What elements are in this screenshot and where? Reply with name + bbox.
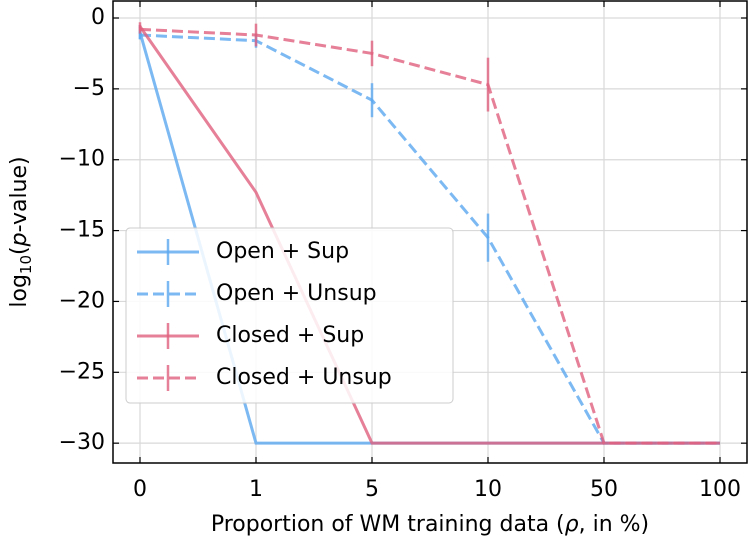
legend-label: Open + Sup <box>216 239 349 264</box>
x-label-part: , in %) <box>579 512 650 537</box>
y-tick-label: −5 <box>73 76 105 101</box>
y-label-part: ( <box>7 246 32 255</box>
y-tick-label: −20 <box>59 288 105 313</box>
y-label-part: -value) <box>7 156 32 232</box>
x-tick-label: 1 <box>249 477 263 502</box>
legend-label: Open + Unsup <box>216 281 377 306</box>
x-tick-label: 100 <box>699 477 741 502</box>
y-label-part: p <box>7 232 32 247</box>
y-axis-label: log10(p-value) <box>7 156 35 307</box>
x-tick-label: 50 <box>590 477 618 502</box>
legend-box <box>125 227 454 404</box>
series-line <box>139 27 720 445</box>
series-line <box>138 25 720 445</box>
y-label-part: 10 <box>17 255 35 274</box>
x-tick-label: 5 <box>365 477 379 502</box>
x-axis-label: Proportion of WM training data (ρ, in %) <box>211 512 649 537</box>
plot-frame <box>112 0 748 464</box>
y-tick-label: 0 <box>91 5 105 30</box>
x-tick-label: 0 <box>133 477 147 502</box>
y-tick-label: −30 <box>59 430 105 455</box>
y-tick-label: −15 <box>59 218 105 243</box>
legend-label: Closed + Unsup <box>216 365 392 390</box>
x-tick-label: 10 <box>474 477 502 502</box>
legend-label: Closed + Sup <box>216 323 364 348</box>
y-label-part: log <box>7 274 32 308</box>
y-tick-label: −25 <box>59 359 105 384</box>
x-label-part: Proportion of WM training data ( <box>211 512 565 537</box>
x-label-part: ρ <box>565 512 579 537</box>
y-tick-label: −10 <box>59 147 105 172</box>
